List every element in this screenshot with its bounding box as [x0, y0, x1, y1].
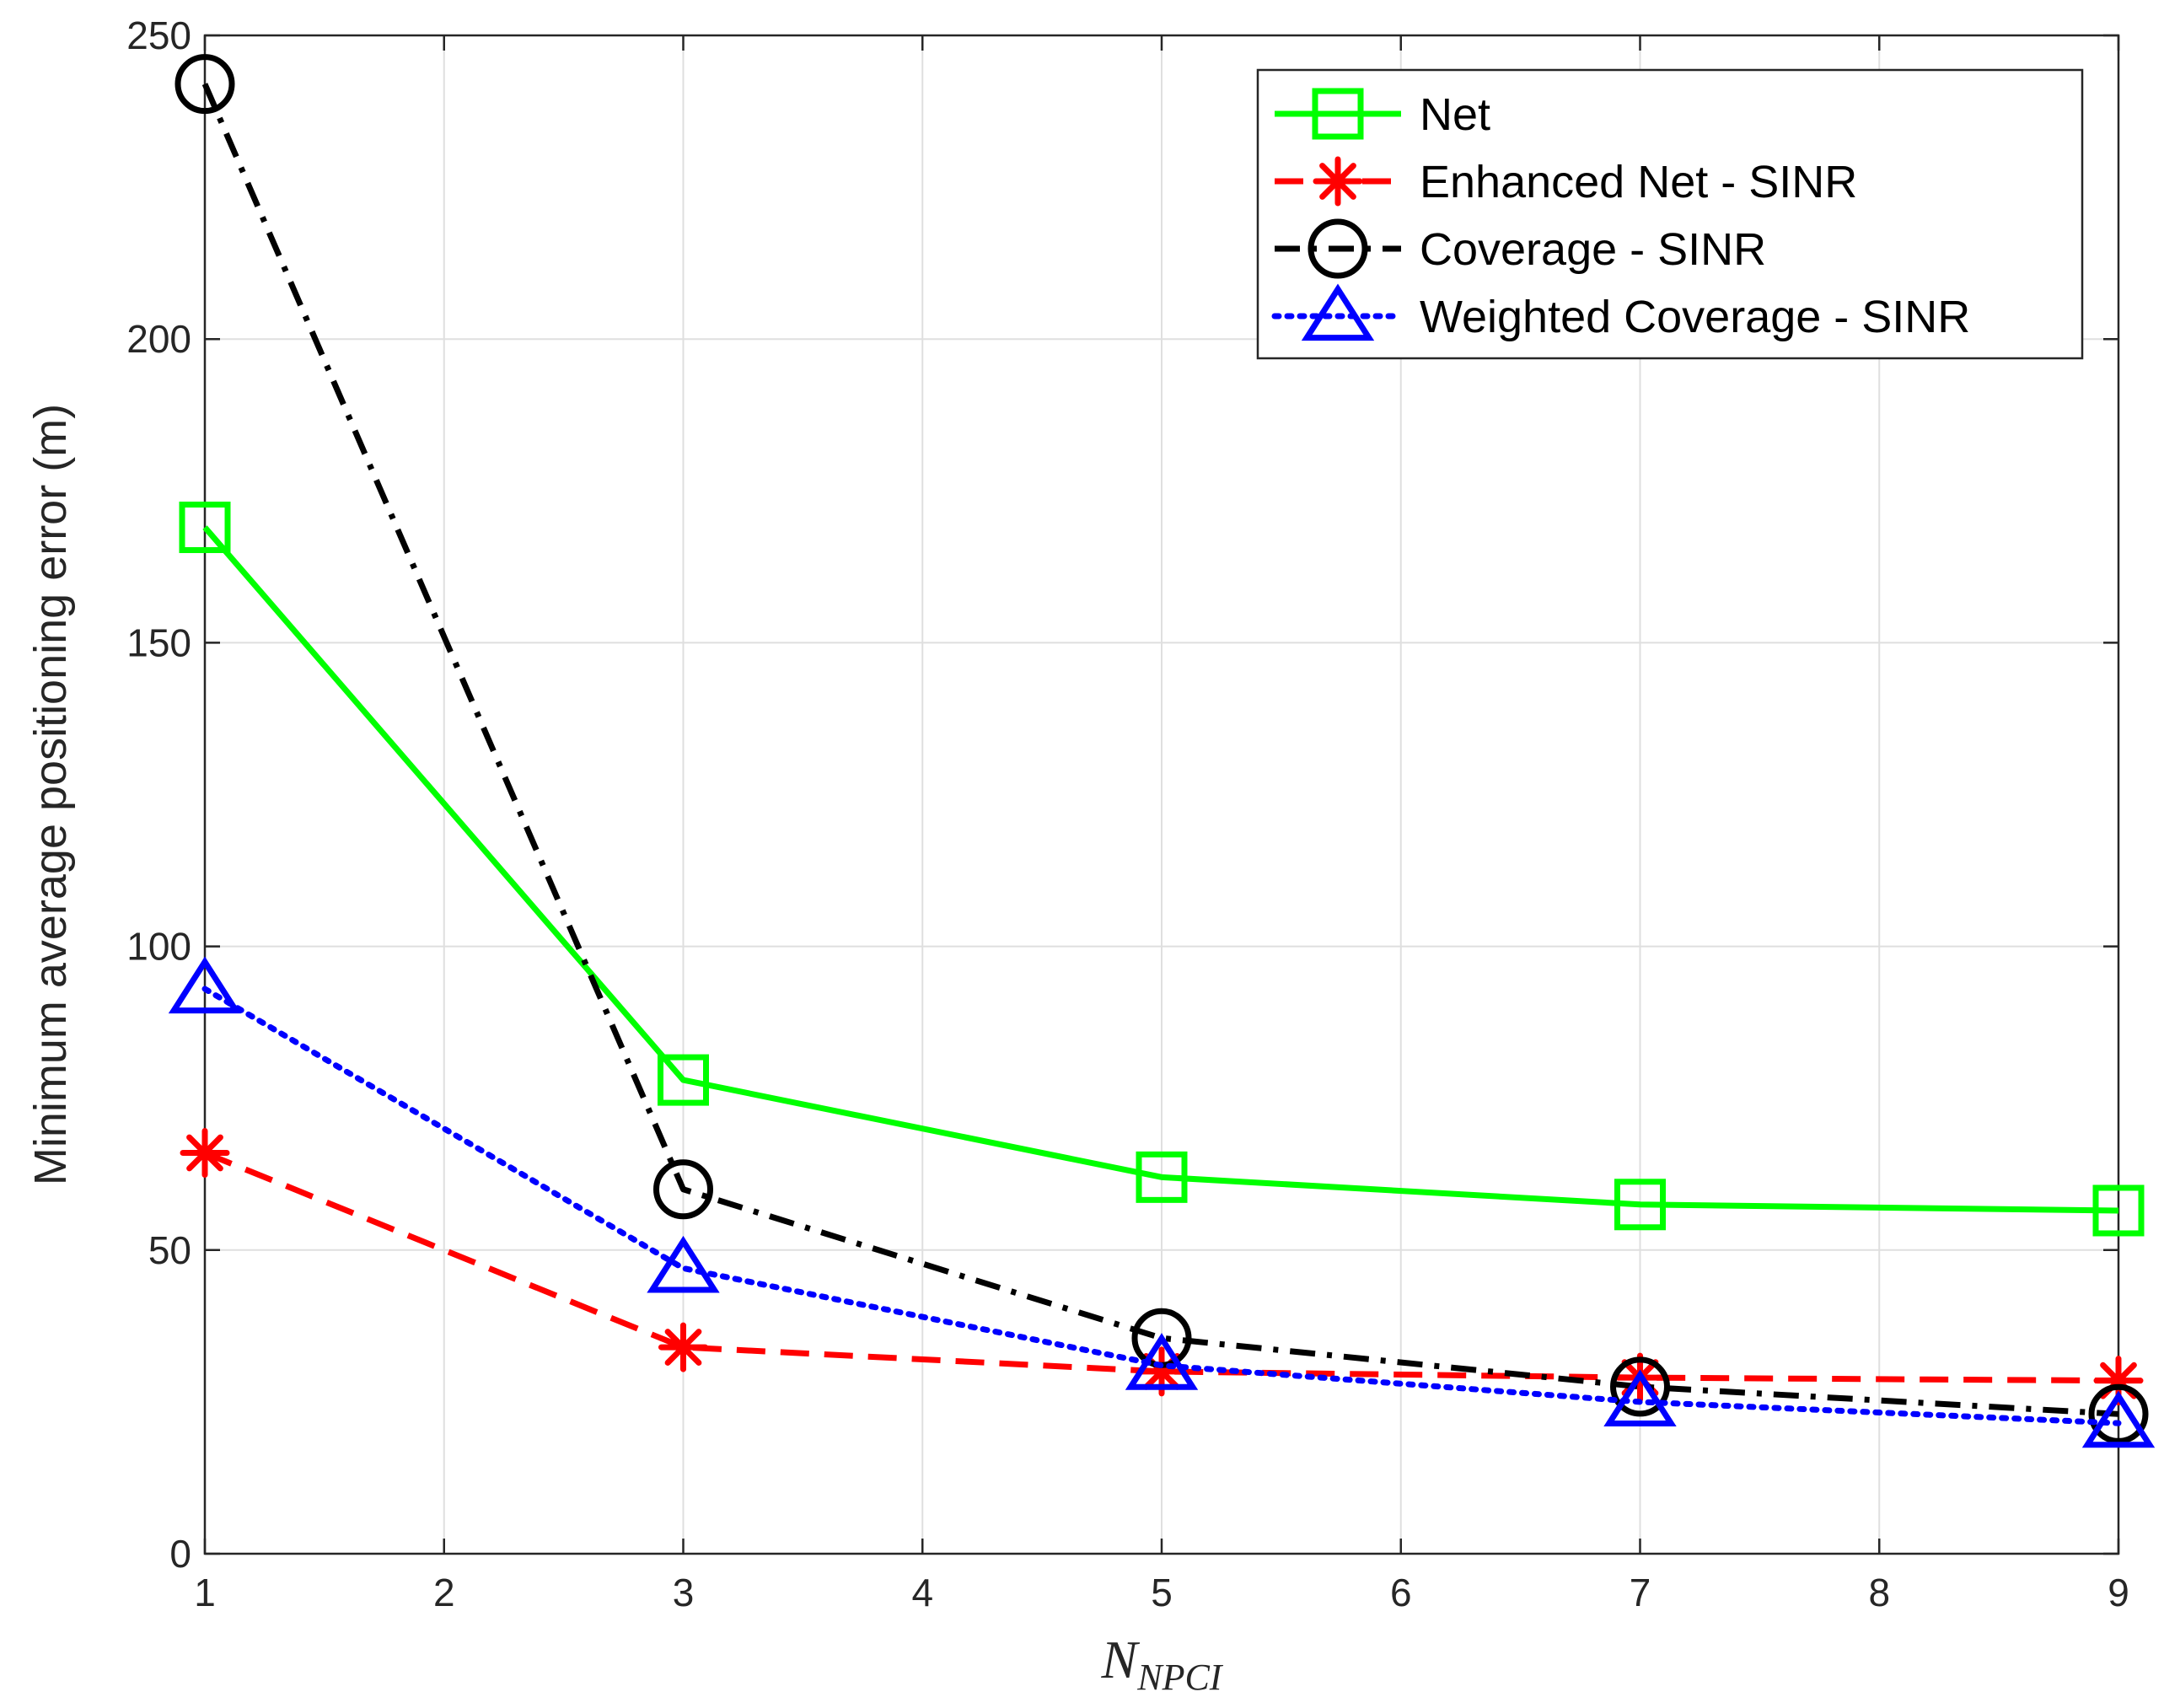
series-net: [179, 502, 2145, 1237]
legend-item-net: Net: [1275, 88, 1490, 140]
y-tick-label: 200: [126, 317, 191, 361]
series-line-net: [202, 525, 2119, 1214]
x-axis-label-main: N: [1101, 1630, 1141, 1689]
axis-ticks: 1 2 3 4 5 6 7 8 9 0 50 100 150 200 250: [126, 13, 2129, 1614]
legend-marker-weighted-coverage-sinr: [1301, 283, 1375, 341]
x-axis-label: NNPCI: [1101, 1630, 1224, 1698]
data-point-coverage-sinr: [175, 54, 235, 115]
x-tick-label: 6: [1390, 1571, 1412, 1614]
x-tick-label: 5: [1151, 1571, 1173, 1614]
data-point-enhanced-net-sinr: [180, 1128, 230, 1179]
legend-item-enhanced-net-sinr: Enhanced Net - SINR: [1275, 156, 1857, 207]
data-point-weighted-coverage-sinr: [2081, 1390, 2156, 1448]
data-point-weighted-coverage-sinr: [647, 1235, 720, 1293]
x-tick-label: 2: [433, 1571, 455, 1614]
series-weighted-coverage-sinr: [168, 956, 2156, 1448]
legend-label-weighted-coverage-sinr: Weighted Coverage - SINR: [1420, 292, 1970, 342]
y-tick-label: 50: [148, 1228, 191, 1272]
data-point-net: [179, 502, 231, 554]
x-tick-label: 9: [2108, 1571, 2129, 1614]
x-tick-label: 4: [911, 1571, 933, 1614]
series-line-enhanced-net-sinr: [203, 1150, 2119, 1384]
data-point-enhanced-net-sinr: [2093, 1356, 2144, 1406]
y-axis-label: Minimum average positioning error (m): [25, 404, 76, 1185]
legend-marker-enhanced-net-sinr: [1313, 156, 1363, 207]
y-tick-label: 150: [126, 620, 191, 664]
y-tick-label: 250: [126, 13, 191, 57]
data-point-net: [1136, 1151, 1188, 1203]
data-point-weighted-coverage-sinr: [1603, 1369, 1677, 1426]
legend-label-enhanced-net-sinr: Enhanced Net - SINR: [1420, 157, 1857, 207]
data-point-coverage-sinr: [653, 1159, 713, 1220]
data-point-net: [2092, 1184, 2145, 1237]
series-coverage-sinr: [175, 54, 2149, 1444]
x-tick-label: 8: [1868, 1571, 1890, 1614]
legend-item-coverage-sinr: Coverage - SINR: [1275, 218, 1766, 279]
legend: Net Enhanced Net - SINR Coverage - SINR Wei…: [1256, 68, 2084, 360]
y-tick-label: 0: [169, 1532, 191, 1576]
series-line-weighted-coverage-sinr: [201, 986, 2122, 1426]
y-tick-label: 100: [126, 925, 191, 969]
data-point-weighted-coverage-sinr: [168, 956, 242, 1014]
legend-marker-coverage-sinr: [1308, 218, 1368, 279]
data-point-enhanced-net-sinr: [1136, 1346, 1187, 1397]
data-point-coverage-sinr: [1610, 1356, 1670, 1417]
data-point-weighted-coverage-sinr: [1125, 1333, 1199, 1390]
data-point-enhanced-net-sinr: [658, 1322, 708, 1372]
x-axis-label-subscript: NPCI: [1136, 1657, 1224, 1698]
legend-marker-net: [1312, 88, 1364, 140]
x-tick-label: 7: [1630, 1571, 1651, 1614]
data-point-net: [658, 1054, 709, 1106]
x-tick-label: 3: [673, 1571, 695, 1614]
series-lines: [168, 54, 2156, 1448]
legend-box: [1256, 68, 2084, 360]
x-tick-label: 1: [194, 1571, 216, 1614]
legend-label-net: Net: [1420, 89, 1490, 140]
data-point-coverage-sinr: [2088, 1383, 2149, 1444]
legend-label-coverage-sinr: Coverage - SINR: [1420, 224, 1766, 275]
legend-item-weighted-coverage-sinr: Weighted Coverage - SINR: [1271, 283, 1970, 342]
data-point-net: [1614, 1179, 1666, 1231]
